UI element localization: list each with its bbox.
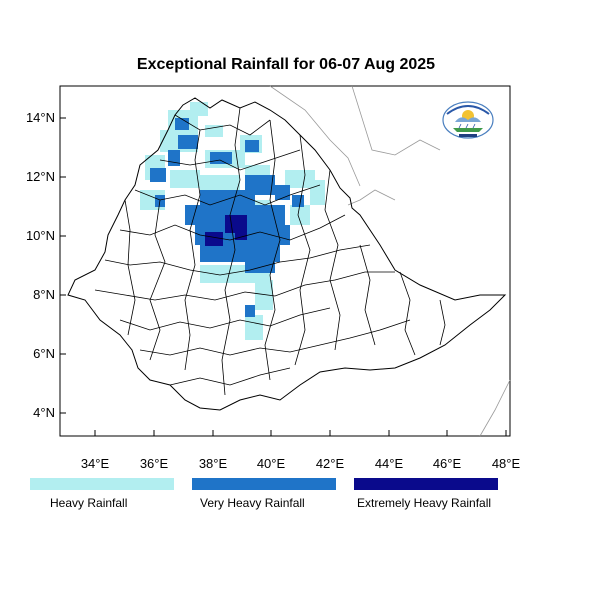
legend-label-heavy: Heavy Rainfall: [50, 496, 128, 510]
meteorology-agency-logo-icon: [442, 101, 494, 139]
y-tick-label: 6°N: [33, 346, 55, 361]
x-tick-label: 40°E: [257, 456, 286, 471]
y-tick-label: 12°N: [26, 169, 55, 184]
x-tick-label: 34°E: [81, 456, 110, 471]
legend-label-extreme: Extremely Heavy Rainfall: [357, 496, 492, 510]
x-tick-label: 38°E: [199, 456, 228, 471]
y-tick-label: 14°N: [26, 110, 55, 125]
x-tick-label: 48°E: [492, 456, 521, 471]
legend-swatch-very-heavy: [192, 478, 336, 490]
x-tick-labels: 34°E 36°E 38°E 40°E 42°E 44°E 46°E 48°E: [81, 456, 521, 471]
neighbor-borders: [269, 85, 511, 437]
y-tick-label: 8°N: [33, 287, 55, 302]
x-tick-label: 42°E: [316, 456, 345, 471]
ethiopia-outline: [67, 97, 507, 411]
y-tick-label: 4°N: [33, 405, 55, 420]
axis-ticks: [60, 117, 507, 436]
x-tick-label: 46°E: [433, 456, 462, 471]
map-title: Exceptional Rainfall for 06-07 Aug 2025: [136, 56, 436, 73]
legend-swatch-heavy: [30, 478, 174, 490]
legend-label-very-heavy: Very Heavy Rainfall: [200, 496, 305, 510]
legend-swatch-extreme: [354, 478, 498, 490]
y-tick-label: 10°N: [26, 228, 55, 243]
y-tick-labels: 14°N 12°N 10°N 8°N 6°N 4°N: [26, 110, 55, 420]
x-tick-label: 44°E: [375, 456, 404, 471]
x-tick-label: 36°E: [140, 456, 169, 471]
regional-boundaries: [94, 107, 446, 396]
